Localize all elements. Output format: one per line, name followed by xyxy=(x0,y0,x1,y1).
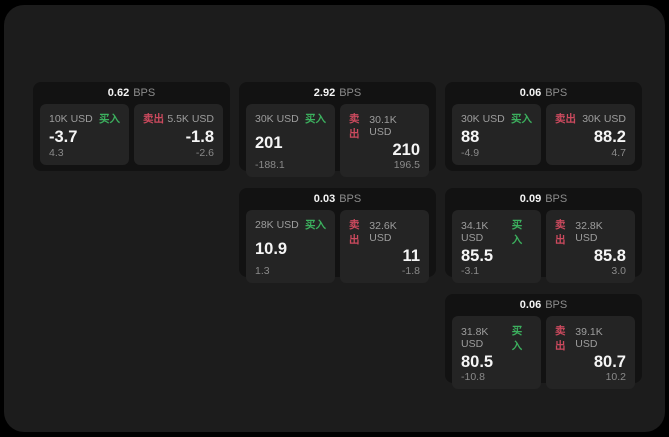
buy-price: 80.5 xyxy=(461,353,494,371)
buy-panel[interactable]: 31.8K USD 买入 80.5 -10.8 xyxy=(452,316,541,389)
buy-price: -3.7 xyxy=(49,127,78,146)
sell-panel[interactable]: 卖出 32.8K USD 85.8 3.0 xyxy=(546,210,635,283)
sell-label: 卖出 xyxy=(349,113,360,140)
bps-unit-label: BPS xyxy=(339,193,362,205)
bps-header: 0.09 BPS xyxy=(445,188,642,210)
buy-panel[interactable]: 10K USD 买入 -3.7 4.3 xyxy=(40,104,129,165)
sell-panel[interactable]: 卖出 39.1K USD 80.7 10.2 xyxy=(546,316,635,389)
sell-amount: 30K USD xyxy=(582,112,626,125)
buy-amount: 34.1K USD xyxy=(461,220,489,244)
buy-panel[interactable]: 34.1K USD 买入 85.5 -3.1 xyxy=(452,210,541,283)
sell-price: 88.2 xyxy=(593,127,626,146)
bps-value: 0.06 xyxy=(519,87,542,99)
buy-label: 买入 xyxy=(305,219,326,231)
buy-delta: -3.1 xyxy=(461,264,480,277)
sell-panel[interactable]: 卖出 5.5K USD -1.8 -2.6 xyxy=(134,104,223,165)
buy-panel[interactable]: 30K USD 买入 201 -188.1 xyxy=(246,104,335,177)
bps-value: 2.92 xyxy=(313,87,336,99)
panels-row: 30K USD 买入 201 -188.1 卖出 30.1K USD 210 1… xyxy=(239,104,436,183)
bps-header: 0.06 BPS xyxy=(445,82,642,104)
sell-price: 80.7 xyxy=(593,353,626,371)
sell-label: 卖出 xyxy=(555,219,566,246)
quote-card-6: 0.06 BPS 31.8K USD 买入 80.5 -10.8 卖出 39.1… xyxy=(445,294,642,389)
bps-unit-label: BPS xyxy=(545,299,568,311)
buy-label: 买入 xyxy=(511,325,523,352)
sell-delta: -2.6 xyxy=(195,147,214,159)
buy-amount: 10K USD xyxy=(49,112,93,125)
sell-delta: 10.2 xyxy=(605,370,626,383)
sell-amount: 30.1K USD xyxy=(369,114,397,138)
buy-label: 买入 xyxy=(511,113,532,125)
buy-delta: -10.8 xyxy=(461,370,485,383)
bps-header: 0.06 BPS xyxy=(445,294,642,316)
bps-unit-label: BPS xyxy=(133,87,156,99)
sell-price: -1.8 xyxy=(185,127,214,146)
sell-delta: -1.8 xyxy=(401,264,420,277)
buy-panel[interactable]: 28K USD 买入 10.9 1.3 xyxy=(246,210,335,283)
buy-panel[interactable]: 30K USD 买入 88 -4.9 xyxy=(452,104,541,165)
quote-card-1: 0.62 BPS 10K USD 买入 -3.7 4.3 卖出 5.5K USD… xyxy=(33,82,230,171)
buy-label: 买入 xyxy=(305,113,326,125)
sell-label: 卖出 xyxy=(555,113,576,125)
buy-price: 201 xyxy=(255,133,283,152)
buy-amount: 30K USD xyxy=(255,112,299,125)
quote-card-3: 0.06 BPS 30K USD 买入 88 -4.9 卖出 30K USD 8… xyxy=(445,82,642,171)
bps-value: 0.09 xyxy=(519,193,542,205)
bps-unit-label: BPS xyxy=(339,87,362,99)
sell-label: 卖出 xyxy=(555,325,566,352)
bps-unit-label: BPS xyxy=(545,87,568,99)
sell-price: 11 xyxy=(402,247,420,265)
bps-unit-label: BPS xyxy=(545,193,568,205)
quote-card-5: 0.09 BPS 34.1K USD 买入 85.5 -3.1 卖出 32.8K… xyxy=(445,188,642,283)
buy-label: 买入 xyxy=(99,113,120,125)
panels-row: 28K USD 买入 10.9 1.3 卖出 32.6K USD 11 -1.8 xyxy=(239,210,436,289)
sell-price: 210 xyxy=(392,141,420,159)
sell-amount: 5.5K USD xyxy=(167,112,214,125)
buy-label: 买入 xyxy=(511,219,523,246)
quote-card-grid: 0.62 BPS 10K USD 买入 -3.7 4.3 卖出 5.5K USD… xyxy=(33,82,642,389)
sell-label: 卖出 xyxy=(349,219,360,246)
buy-amount: 28K USD xyxy=(255,218,299,231)
buy-price: 88 xyxy=(461,127,480,146)
bps-value: 0.03 xyxy=(313,193,336,205)
sell-delta: 196.5 xyxy=(393,158,420,171)
quote-card-2: 2.92 BPS 30K USD 买入 201 -188.1 卖出 30.1K … xyxy=(239,82,436,177)
bps-header: 2.92 BPS xyxy=(239,82,436,104)
sell-delta: 3.0 xyxy=(611,264,626,277)
sell-amount: 32.6K USD xyxy=(369,220,397,244)
sell-amount: 32.8K USD xyxy=(575,220,603,244)
bps-header: 0.62 BPS xyxy=(33,82,230,104)
buy-delta: 1.3 xyxy=(255,264,270,277)
buy-delta: 4.3 xyxy=(49,147,64,159)
buy-delta: -4.9 xyxy=(461,147,480,159)
bps-header: 0.03 BPS xyxy=(239,188,436,210)
sell-panel[interactable]: 卖出 30K USD 88.2 4.7 xyxy=(546,104,635,165)
sell-price: 85.8 xyxy=(593,247,626,265)
buy-amount: 30K USD xyxy=(461,112,505,125)
buy-amount: 31.8K USD xyxy=(461,326,489,350)
sell-panel[interactable]: 卖出 32.6K USD 11 -1.8 xyxy=(340,210,429,283)
sell-amount: 39.1K USD xyxy=(575,326,603,350)
panels-row: 30K USD 买入 88 -4.9 卖出 30K USD 88.2 4.7 xyxy=(445,104,642,171)
sell-delta: 4.7 xyxy=(611,147,626,159)
bps-value: 0.06 xyxy=(519,299,542,311)
bps-value: 0.62 xyxy=(107,87,130,99)
buy-price: 10.9 xyxy=(255,239,288,258)
sell-label: 卖出 xyxy=(143,113,164,125)
panels-row: 34.1K USD 买入 85.5 -3.1 卖出 32.8K USD 85.8… xyxy=(445,210,642,289)
panels-row: 31.8K USD 买入 80.5 -10.8 卖出 39.1K USD 80.… xyxy=(445,316,642,395)
buy-price: 85.5 xyxy=(461,247,494,265)
buy-delta: -188.1 xyxy=(255,158,285,171)
quote-card-4: 0.03 BPS 28K USD 买入 10.9 1.3 卖出 32.6K US… xyxy=(239,188,436,283)
sell-panel[interactable]: 卖出 30.1K USD 210 196.5 xyxy=(340,104,429,177)
panels-row: 10K USD 买入 -3.7 4.3 卖出 5.5K USD -1.8 -2.… xyxy=(33,104,230,171)
